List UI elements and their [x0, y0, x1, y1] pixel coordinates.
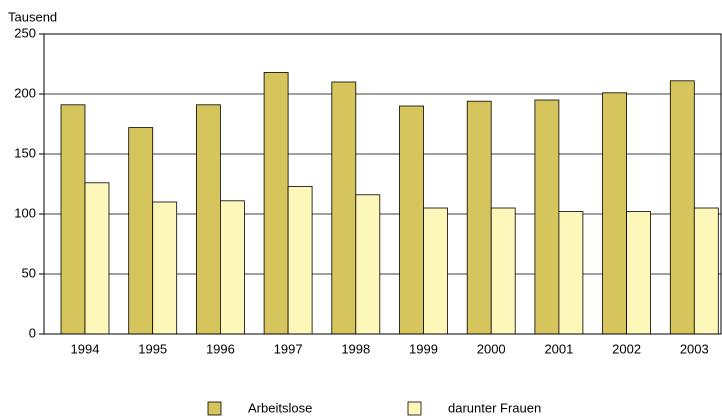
bar [263, 72, 289, 335]
bar [84, 182, 110, 335]
bar [669, 80, 695, 335]
y-tick-label: 0 [29, 325, 36, 340]
x-tick-label: 1998 [341, 341, 370, 356]
bar [490, 207, 516, 335]
bar [558, 211, 584, 335]
y-unit-label: Tausend [8, 9, 57, 24]
bar [466, 100, 492, 335]
bar [195, 104, 221, 335]
y-tick-label: 150 [14, 145, 36, 160]
bar [355, 194, 381, 335]
bar [331, 81, 357, 335]
legend-swatch [207, 401, 222, 416]
x-tick-label: 1999 [409, 341, 438, 356]
bar [534, 99, 560, 335]
legend-label: Arbeitslose [248, 400, 312, 415]
x-tick-label: 1995 [138, 341, 167, 356]
bar [626, 211, 651, 335]
x-tick-label: 2003 [680, 341, 709, 356]
bar [152, 201, 178, 335]
x-tick-label: 2002 [612, 341, 641, 356]
x-tick-label: 1997 [274, 341, 303, 356]
bar [60, 104, 86, 335]
y-tick-label: 200 [14, 85, 36, 100]
bar [693, 207, 719, 335]
x-tick-label: 1996 [206, 341, 235, 356]
bar [128, 127, 154, 335]
y-tick-label: 250 [14, 25, 36, 40]
y-tick-label: 100 [14, 205, 36, 220]
bar [423, 207, 448, 335]
x-tick-label: 2000 [477, 341, 506, 356]
legend-label: darunter Frauen [448, 400, 541, 415]
bar [399, 105, 424, 335]
y-tick-label: 50 [22, 265, 36, 280]
bar [602, 92, 627, 335]
plot-frame [43, 33, 722, 335]
legend-swatch [407, 401, 422, 416]
x-tick-label: 1994 [71, 341, 100, 356]
x-tick-label: 2001 [544, 341, 573, 356]
bar [287, 185, 313, 335]
bar [219, 200, 245, 335]
